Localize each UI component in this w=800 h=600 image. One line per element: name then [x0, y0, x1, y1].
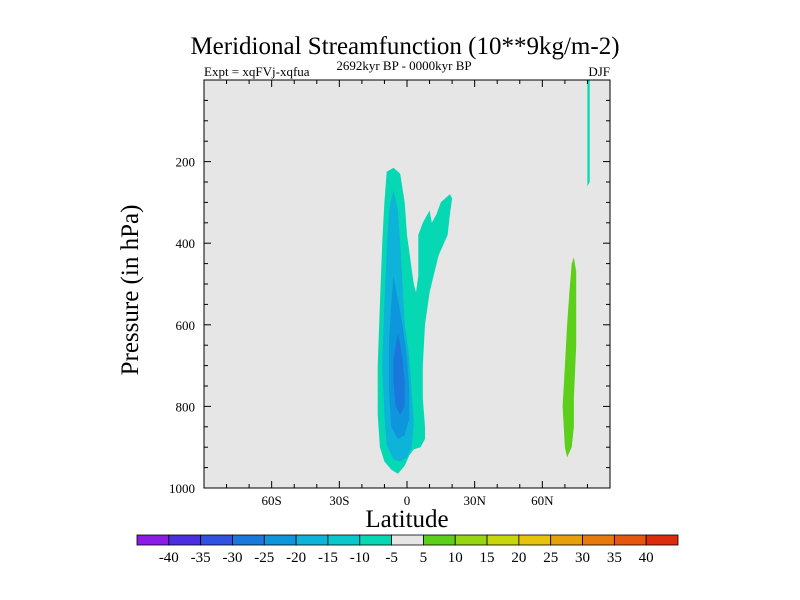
colorbar-label: 20 [511, 550, 526, 566]
colorbar-swatch [327, 534, 361, 546]
colorbar-swatch [518, 534, 552, 546]
colorbar-swatch [200, 534, 233, 546]
colorbar-swatch [423, 534, 456, 546]
x-tick-label: 30N [463, 493, 486, 508]
y-tick-label: 1000 [169, 481, 195, 496]
colorbar-swatch [168, 534, 202, 546]
season-label: DJF [588, 64, 610, 79]
colorbar-label: 10 [448, 550, 463, 566]
x-axis-label: Latitude [365, 506, 448, 533]
colorbar-label: 15 [480, 550, 495, 566]
colorbar: -40 -35 -30 -25 -20 -15 -10 -5 5 10 15 20 25 30 35 40 [136, 534, 679, 566]
y-tick-label: 400 [176, 236, 196, 251]
contour-region-tropical-neg-25 [393, 333, 405, 415]
y-tick-label: 200 [176, 155, 196, 170]
chart-title: Meridional Streamfunction (10**9kg/m-2) [190, 33, 619, 60]
x-tick-label: 0 [404, 493, 411, 508]
colorbar-swatch [486, 534, 520, 546]
x-tick-label: 60S [262, 493, 282, 508]
colorbar-swatch [232, 534, 265, 546]
colorbar-label: 25 [543, 550, 558, 566]
colorbar-swatch [359, 534, 392, 546]
colorbar-swatch [454, 534, 488, 546]
colorbar-label: -15 [318, 550, 338, 566]
colorbar-label: -5 [385, 550, 398, 566]
experiment-label: Expt = xqFVj-xqfua [204, 64, 310, 79]
colorbar-swatch [645, 534, 679, 546]
colorbar-swatch [295, 534, 329, 546]
contour-region-arctic-neg [587, 80, 590, 187]
colorbar-label: 5 [420, 550, 428, 566]
colorbar-label: 30 [575, 550, 590, 566]
y-tick-label: 600 [176, 318, 196, 333]
colorbar-swatch [613, 534, 647, 546]
axis-ticks: 60S 30S 0 30N 60N 200 400 600 800 1000 [169, 80, 611, 508]
contour-region-high-lat-pos [562, 257, 577, 458]
x-tick-label: 30S [329, 493, 349, 508]
colorbar-swatch [550, 534, 583, 546]
time-range-label: 2692kyr BP - 0000kyr BP [336, 58, 471, 73]
colorbar-label: -25 [254, 550, 274, 566]
y-axis-label: Pressure (in hPa) [117, 205, 144, 376]
colorbar-label: 35 [607, 550, 622, 566]
colorbar-label: -35 [191, 550, 211, 566]
colorbar-label: -30 [222, 550, 242, 566]
colorbar-label: -20 [286, 550, 306, 566]
colorbar-swatch [136, 534, 170, 546]
colorbar-label: 40 [639, 550, 654, 566]
colorbar-label: -40 [159, 550, 179, 566]
colorbar-swatch [263, 534, 297, 546]
colorbar-swatch [582, 534, 615, 546]
contour-regions [377, 80, 590, 474]
x-tick-label: 60N [531, 493, 554, 508]
colorbar-swatch [391, 534, 424, 546]
y-tick-label: 800 [176, 399, 196, 414]
colorbar-label: -10 [350, 550, 370, 566]
